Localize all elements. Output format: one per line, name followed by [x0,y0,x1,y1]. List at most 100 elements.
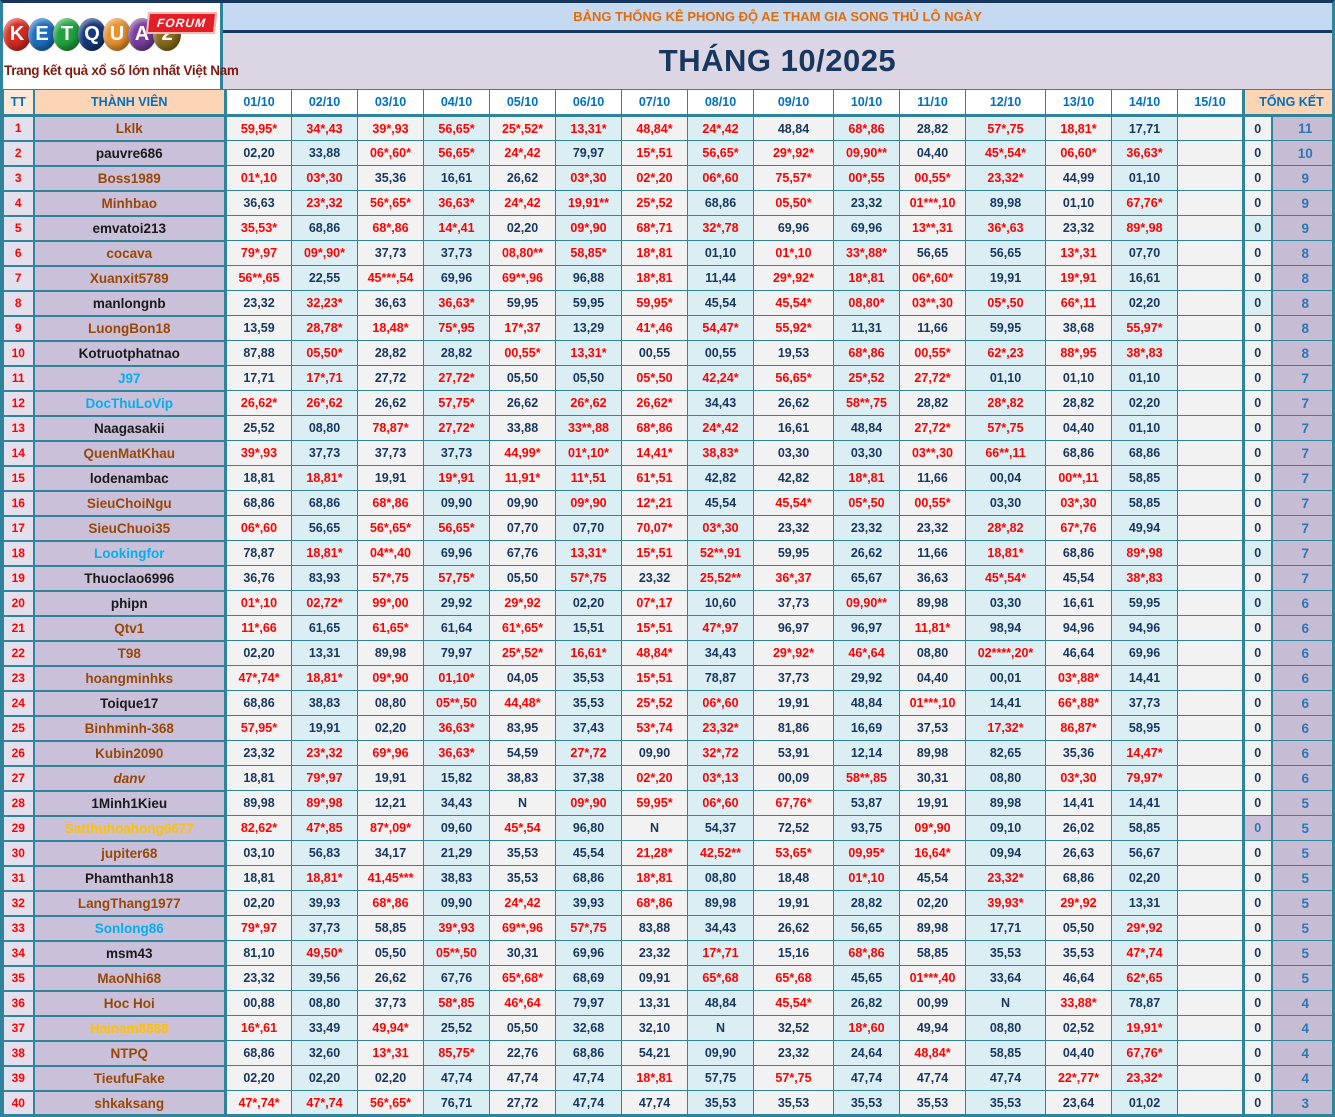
score-cell: 08,80 [687,865,754,891]
score-cell: 18*,81 [621,865,688,891]
row-number: 5 [3,214,34,242]
score-cell: 25*,52 [833,365,900,391]
page-header: KETQUA2 FORUM Trang kết quả xổ số lớn nh… [3,3,1332,89]
score-cell-empty [1177,315,1244,341]
zero-cell: 0 [1242,940,1272,966]
score-cell: 39*,93 [225,440,292,466]
score-cell: 78,87 [687,665,754,691]
score-cell: 94,96 [1111,615,1178,641]
score-cell: 56,65* [423,115,490,141]
score-cell: N [965,990,1046,1016]
score-cell: 68,86 [1045,440,1112,466]
score-cell: 09*,90 [357,665,424,691]
score-cell: 69,96 [833,215,900,241]
score-cell: 06*,60* [899,265,966,291]
score-cell-empty [1177,1090,1244,1114]
score-cell: 23,32* [965,865,1046,891]
score-cell: 23*,32 [291,190,358,216]
score-cell: 14*,41 [423,215,490,241]
score-cell: 09,60 [423,815,490,841]
column-header-date: 13/10 [1045,89,1112,117]
score-cell: 17*,71 [687,940,754,966]
column-header-date: 01/10 [225,89,292,117]
score-cell: 18,81* [1045,115,1112,141]
score-cell-empty [1177,790,1244,816]
total-cell: 9 [1270,190,1332,216]
score-cell: 14,47* [1111,740,1178,766]
score-cell: 65*,68 [687,965,754,991]
row-number: 23 [3,664,34,692]
zero-cell: 0 [1242,790,1272,816]
score-cell: 15*,51 [621,665,688,691]
column-header-date: 06/10 [555,89,622,117]
score-cell: 48,84 [833,690,900,716]
score-cell: 69*,96 [357,740,424,766]
score-cell: 42,82 [687,465,754,491]
score-cell: 56*,65* [357,515,424,541]
column-header-date: 15/10 [1177,89,1244,117]
score-cell-empty [1177,365,1244,391]
score-cell: 05**,50 [423,690,490,716]
member-row: 9 LuongBon18 13,59 28,78* 18,48* 75*,95 17*,37… [3,314,1332,342]
score-cell: 45,54 [687,490,754,516]
score-cell: 56,83 [291,840,358,866]
member-name: LangThang1977 [32,889,227,917]
member-row: 4 Minhbao 36,63 23*,32 56*,65* 36,63* 24*,42 19… [3,189,1332,217]
score-cell: 68,86 [555,865,622,891]
score-cell: 09*,90 [555,490,622,516]
member-name: Kotruotphatnao [32,339,227,367]
total-cell: 9 [1270,165,1332,191]
member-name: Lookingfor [32,539,227,567]
total-cell: 5 [1270,940,1332,966]
zero-cell: 0 [1242,340,1272,366]
score-cell: 76,71 [423,1090,490,1114]
score-cell: 68,86 [225,490,292,516]
score-cell: 68*,86 [357,490,424,516]
score-cell: 05,50 [1045,915,1112,941]
score-cell-empty [1177,765,1244,791]
score-cell: 56**,65 [225,265,292,291]
row-number: 18 [3,539,34,567]
score-cell: 00,55* [899,490,966,516]
score-cell: 87,88 [225,340,292,366]
score-cell: 05,50 [489,365,556,391]
score-cell: 44,99 [1045,165,1112,191]
score-cell: 23,32 [225,965,292,991]
score-cell: 48,84 [753,115,834,141]
score-cell: 58,85 [1111,490,1178,516]
score-cell: 54,59 [489,740,556,766]
score-cell: 03**,30 [899,440,966,466]
score-cell: 39,93 [291,890,358,916]
score-cell: 56,67 [1111,840,1178,866]
score-cell: 47*,74 [291,1090,358,1114]
total-cell: 8 [1270,315,1332,341]
zero-cell: 0 [1242,865,1272,891]
score-cell-empty [1177,715,1244,741]
score-cell: 01,10 [1045,190,1112,216]
score-cell: 26,62 [489,390,556,416]
score-cell: 30,31 [489,940,556,966]
score-cell: 22,76 [489,1040,556,1066]
score-cell: 37,73 [753,665,834,691]
score-cell: 28,82 [423,340,490,366]
score-cell: 53,65* [753,840,834,866]
total-cell: 8 [1270,240,1332,266]
score-cell: 09,90 [423,890,490,916]
score-cell-empty [1177,890,1244,916]
member-name: Qtv1 [32,614,227,642]
score-cell: 25*,52 [621,690,688,716]
score-cell: 59,95* [621,290,688,316]
score-cell: 01***,10 [899,690,966,716]
score-cell: 37,73 [1111,690,1178,716]
total-cell: 9 [1270,215,1332,241]
score-cell: 19,91 [753,890,834,916]
score-cell: 29,92 [423,590,490,616]
score-cell: 00,99 [899,990,966,1016]
score-cell: 23,32 [225,740,292,766]
score-cell: 23,32* [1111,1065,1178,1091]
score-cell: 57*,75 [555,565,622,591]
score-cell: 15,51 [555,615,622,641]
score-cell: 22,55 [291,265,358,291]
member-row: 12 DocThuLoVip 26,62* 26*,62 26,62 57,75* 26,6… [3,389,1332,417]
score-cell: 67,76* [1111,190,1178,216]
